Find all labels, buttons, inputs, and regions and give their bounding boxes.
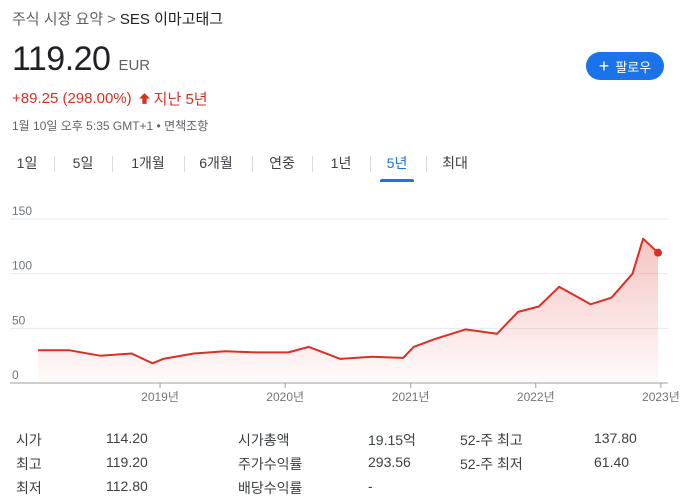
tab-label: 최대 bbox=[442, 155, 468, 171]
tab-divider bbox=[184, 156, 185, 172]
x-tick-label: 2019년 bbox=[141, 390, 179, 404]
stat-open-label: 시가 bbox=[16, 432, 42, 448]
chart-current-point[interactable] bbox=[654, 248, 662, 257]
stat-high-label: 최고 bbox=[16, 456, 42, 472]
tab-1y[interactable]: 1년 bbox=[324, 148, 358, 178]
stat-low-label: 최저 bbox=[16, 480, 42, 496]
breadcrumb-root[interactable]: 주식 시장 요약 bbox=[12, 11, 104, 28]
chart-area-fill bbox=[38, 238, 658, 383]
tab-divider bbox=[252, 156, 253, 172]
chart-price-line bbox=[38, 237, 659, 365]
range-tabs: 1일 5일 1개월 6개월 연중 1년 5년 최대 bbox=[0, 148, 692, 184]
stat-52w-high-value: 137.80 bbox=[594, 430, 637, 446]
stat-low-value: 112.80 bbox=[106, 478, 148, 494]
price-chart[interactable]: 2019년 2020년 2021년 2022년 2023년 150 100 50 0 bbox=[0, 200, 692, 414]
tab-label: 1년 bbox=[330, 155, 352, 171]
tab-5d[interactable]: 5일 bbox=[66, 148, 100, 178]
change-period: 지난 5년 bbox=[153, 91, 208, 108]
stat-dividend-value: - bbox=[368, 478, 373, 494]
y-tick-label: 100 bbox=[12, 259, 32, 273]
price-row: 119.20 EUR bbox=[12, 40, 150, 79]
y-tick-label: 150 bbox=[12, 204, 32, 218]
plus-icon: + bbox=[598, 56, 610, 76]
tab-1d[interactable]: 1일 bbox=[10, 148, 44, 178]
x-tick-label: 2021년 bbox=[392, 390, 430, 404]
tab-label: 6개월 bbox=[199, 155, 233, 171]
tab-divider bbox=[54, 156, 55, 172]
quote-timestamp: 1월 10일 오후 5:35 GMT+1 • 면책조항 bbox=[12, 119, 209, 133]
follow-button-label: 팔로우 bbox=[615, 59, 652, 75]
stat-52w-low-value: 61.40 bbox=[594, 454, 630, 470]
breadcrumb: 주식 시장 요약 > SES 이마고태그 bbox=[12, 8, 223, 29]
tab-divider bbox=[370, 156, 371, 172]
tab-1m[interactable]: 1개월 bbox=[124, 148, 172, 178]
stat-high-value: 119.20 bbox=[106, 454, 148, 470]
breadcrumb-separator: > bbox=[107, 11, 116, 28]
follow-button[interactable]: + 팔로우 bbox=[586, 52, 664, 80]
tab-label: 1개월 bbox=[131, 155, 165, 171]
x-axis: 2019년 2020년 2021년 2022년 2023년 bbox=[141, 383, 680, 404]
breadcrumb-current: SES 이마고태그 bbox=[119, 11, 224, 28]
stat-market-cap-label: 시가총액 bbox=[238, 432, 290, 448]
tab-label: 5일 bbox=[72, 155, 94, 171]
currency: EUR bbox=[118, 57, 151, 74]
tab-5y[interactable]: 5년 bbox=[380, 148, 414, 182]
x-tick-label: 2020년 bbox=[266, 390, 304, 404]
stat-52w-high-label: 52-주 최고 bbox=[460, 432, 523, 448]
chart-points bbox=[37, 238, 659, 364]
stat-pe-label: 주가수익률 bbox=[238, 456, 303, 472]
tab-max[interactable]: 최대 bbox=[438, 148, 472, 178]
tab-label: 1일 bbox=[16, 155, 38, 171]
stat-52w-low-label: 52-주 최저 bbox=[460, 456, 523, 472]
tab-divider bbox=[426, 156, 427, 172]
x-tick-label: 2022년 bbox=[517, 390, 555, 404]
stat-pe-value: 293.56 bbox=[368, 454, 411, 470]
stat-open-value: 114.20 bbox=[106, 430, 148, 446]
current-price: 119.20 bbox=[12, 40, 111, 78]
tab-6m[interactable]: 6개월 bbox=[192, 148, 240, 178]
stat-dividend-label: 배당수익률 bbox=[238, 480, 303, 496]
tab-divider bbox=[312, 156, 313, 172]
stat-market-cap-value: 19.15억 bbox=[368, 432, 416, 448]
active-tab-indicator bbox=[380, 179, 414, 182]
x-tick-label: 2023년 bbox=[642, 390, 680, 404]
y-axis: 150 100 50 0 bbox=[12, 204, 32, 382]
arrow-up-icon bbox=[138, 93, 150, 104]
tab-divider bbox=[112, 156, 113, 172]
tab-label: 5년 bbox=[386, 155, 408, 171]
price-change-row: +89.25 (298.00%) 지난 5년 bbox=[12, 88, 208, 109]
y-tick-label: 50 bbox=[12, 313, 26, 327]
tab-ytd[interactable]: 연중 bbox=[264, 148, 300, 178]
tab-label: 연중 bbox=[269, 155, 295, 171]
price-change: +89.25 (298.00%) bbox=[12, 90, 132, 107]
y-tick-label: 0 bbox=[12, 368, 19, 382]
